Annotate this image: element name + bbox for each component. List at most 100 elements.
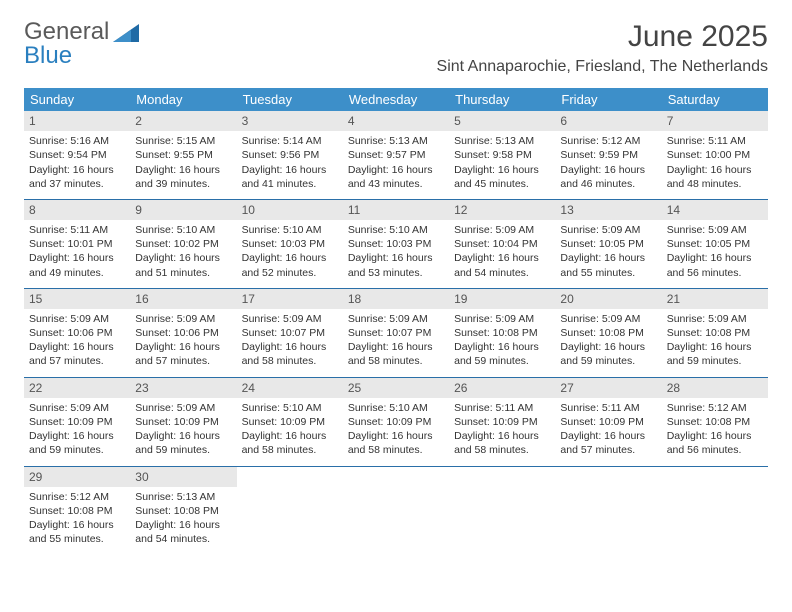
calendar-day-cell: 17Sunrise: 5:09 AMSunset: 10:07 PMDaylig… xyxy=(237,288,343,377)
daylight-line: Daylight: 16 hours and 56 minutes. xyxy=(667,251,763,279)
sunset-line: Sunset: 10:03 PM xyxy=(348,237,444,251)
day-number: 11 xyxy=(343,200,449,220)
sunrise-line: Sunrise: 5:10 AM xyxy=(242,223,338,237)
month-title: June 2025 xyxy=(437,20,768,54)
day-number: 10 xyxy=(237,200,343,220)
calendar-day-cell: 10 Sunrise: 5:10 AMSunset: 10:03 PMDaylig… xyxy=(237,199,343,288)
sunrise-line: Sunrise: 5:14 AM xyxy=(242,134,338,148)
calendar-day-cell: 21 Sunrise: 5:09 AMSunset: 10:08 PMDaylig… xyxy=(662,288,768,377)
day-number: 28 xyxy=(662,378,768,398)
sunrise-line: Sunrise: 5:09 AM xyxy=(348,312,444,326)
day-number: 4 xyxy=(343,111,449,131)
day-number: 18 xyxy=(343,289,449,309)
calendar-week-row: 15Sunrise: 5:09 AMSunset: 10:06 PMDaylig… xyxy=(24,288,768,377)
day-number: 1 xyxy=(24,111,130,131)
calendar-day-cell: 30Sunrise: 5:13 AMSunset: 10:08 PMDaylig… xyxy=(130,466,236,554)
sunrise-line: Sunrise: 5:09 AM xyxy=(667,312,763,326)
sunrise-line: Sunrise: 5:13 AM xyxy=(454,134,550,148)
day-number: 27 xyxy=(555,378,661,398)
logo-word-general: General xyxy=(24,20,109,44)
sunset-line: Sunset: 10:08 PM xyxy=(29,504,125,518)
calendar-day-cell xyxy=(449,466,555,554)
sunset-line: Sunset: 9:56 PM xyxy=(242,148,338,162)
daylight-line: Daylight: 16 hours and 59 minutes. xyxy=(135,429,231,457)
day-header: Saturday xyxy=(662,88,768,111)
sunrise-line: Sunrise: 5:09 AM xyxy=(560,312,656,326)
day-number: 7 xyxy=(662,111,768,131)
day-header: Sunday xyxy=(24,88,130,111)
daylight-line: Daylight: 16 hours and 53 minutes. xyxy=(348,251,444,279)
calendar-day-cell xyxy=(662,466,768,554)
calendar-day-cell: 20Sunrise: 5:09 AMSunset: 10:08 PMDaylig… xyxy=(555,288,661,377)
sunrise-line: Sunrise: 5:09 AM xyxy=(560,223,656,237)
day-number: 5 xyxy=(449,111,555,131)
sunset-line: Sunset: 10:08 PM xyxy=(667,326,763,340)
daylight-line: Daylight: 16 hours and 51 minutes. xyxy=(135,251,231,279)
day-number: 3 xyxy=(237,111,343,131)
sunrise-line: Sunrise: 5:10 AM xyxy=(348,223,444,237)
logo-word-blue: Blue xyxy=(24,44,109,68)
sunset-line: Sunset: 10:08 PM xyxy=(560,326,656,340)
day-number: 22 xyxy=(24,378,130,398)
day-number: 8 xyxy=(24,200,130,220)
daylight-line: Daylight: 16 hours and 41 minutes. xyxy=(242,163,338,191)
calendar-day-cell: 28Sunrise: 5:12 AMSunset: 10:08 PMDaylig… xyxy=(662,377,768,466)
logo-triangle-icon xyxy=(113,20,139,47)
sunrise-line: Sunrise: 5:11 AM xyxy=(29,223,125,237)
sunset-line: Sunset: 9:58 PM xyxy=(454,148,550,162)
sunset-line: Sunset: 10:03 PM xyxy=(242,237,338,251)
sunset-line: Sunset: 10:08 PM xyxy=(135,504,231,518)
daylight-line: Daylight: 16 hours and 59 minutes. xyxy=(29,429,125,457)
sunset-line: Sunset: 10:09 PM xyxy=(560,415,656,429)
daylight-line: Daylight: 16 hours and 58 minutes. xyxy=(348,429,444,457)
day-number: 2 xyxy=(130,111,236,131)
sunrise-line: Sunrise: 5:12 AM xyxy=(667,401,763,415)
daylight-line: Daylight: 16 hours and 52 minutes. xyxy=(242,251,338,279)
sunrise-line: Sunrise: 5:12 AM xyxy=(29,490,125,504)
daylight-line: Daylight: 16 hours and 59 minutes. xyxy=(667,340,763,368)
calendar-day-cell: 3 Sunrise: 5:14 AMSunset: 9:56 PMDaylight… xyxy=(237,111,343,199)
day-header: Monday xyxy=(130,88,236,111)
page-header: General Blue June 2025 Sint Annaparochie… xyxy=(24,20,768,76)
sunset-line: Sunset: 10:09 PM xyxy=(454,415,550,429)
daylight-line: Daylight: 16 hours and 46 minutes. xyxy=(560,163,656,191)
day-number: 21 xyxy=(662,289,768,309)
empty-day xyxy=(237,467,343,487)
calendar-day-cell xyxy=(343,466,449,554)
sunrise-line: Sunrise: 5:11 AM xyxy=(667,134,763,148)
sunrise-line: Sunrise: 5:16 AM xyxy=(29,134,125,148)
daylight-line: Daylight: 16 hours and 43 minutes. xyxy=(348,163,444,191)
day-header: Thursday xyxy=(449,88,555,111)
sunrise-line: Sunrise: 5:09 AM xyxy=(667,223,763,237)
sunset-line: Sunset: 9:55 PM xyxy=(135,148,231,162)
daylight-line: Daylight: 16 hours and 55 minutes. xyxy=(29,518,125,546)
calendar-page: General Blue June 2025 Sint Annaparochie… xyxy=(0,0,792,574)
day-header: Tuesday xyxy=(237,88,343,111)
calendar-day-cell: 19Sunrise: 5:09 AMSunset: 10:08 PMDaylig… xyxy=(449,288,555,377)
calendar-day-cell: 26Sunrise: 5:11 AMSunset: 10:09 PMDaylig… xyxy=(449,377,555,466)
daylight-line: Daylight: 16 hours and 39 minutes. xyxy=(135,163,231,191)
day-number: 16 xyxy=(130,289,236,309)
sunset-line: Sunset: 9:59 PM xyxy=(560,148,656,162)
sunset-line: Sunset: 10:05 PM xyxy=(560,237,656,251)
sunset-line: Sunset: 10:02 PM xyxy=(135,237,231,251)
sunset-line: Sunset: 10:00 PM xyxy=(667,148,763,162)
sunrise-line: Sunrise: 5:13 AM xyxy=(348,134,444,148)
sunset-line: Sunset: 10:09 PM xyxy=(242,415,338,429)
day-number: 15 xyxy=(24,289,130,309)
sunset-line: Sunset: 10:04 PM xyxy=(454,237,550,251)
day-number: 13 xyxy=(555,200,661,220)
sunset-line: Sunset: 10:09 PM xyxy=(135,415,231,429)
empty-day xyxy=(343,467,449,487)
day-number: 17 xyxy=(237,289,343,309)
sunrise-line: Sunrise: 5:10 AM xyxy=(135,223,231,237)
daylight-line: Daylight: 16 hours and 58 minutes. xyxy=(348,340,444,368)
sunset-line: Sunset: 10:07 PM xyxy=(348,326,444,340)
day-number: 12 xyxy=(449,200,555,220)
sunrise-line: Sunrise: 5:12 AM xyxy=(560,134,656,148)
calendar-day-cell: 6Sunrise: 5:12 AMSunset: 9:59 PMDaylight… xyxy=(555,111,661,199)
day-header-row: Sunday Monday Tuesday Wednesday Thursday… xyxy=(24,88,768,111)
calendar-day-cell: 5Sunrise: 5:13 AMSunset: 9:58 PMDaylight… xyxy=(449,111,555,199)
sunset-line: Sunset: 10:05 PM xyxy=(667,237,763,251)
calendar-day-cell: 1Sunrise: 5:16 AMSunset: 9:54 PMDaylight… xyxy=(24,111,130,199)
